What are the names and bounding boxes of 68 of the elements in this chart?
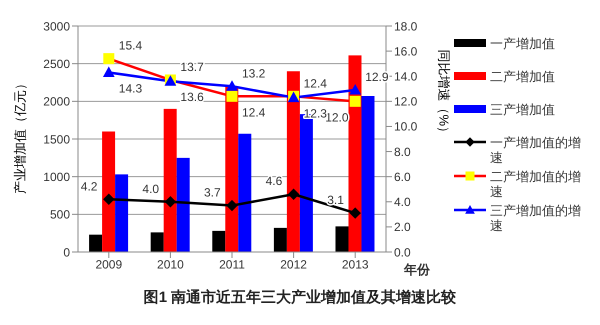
legend-label: 三产增加值的增速 — [490, 203, 582, 233]
x-axis-title: 年份 — [403, 262, 431, 277]
data-label: 3.7 — [204, 186, 222, 200]
y-tick-label: 3000 — [43, 19, 70, 34]
bar — [274, 228, 287, 252]
y2-tick-label: 16.0 — [394, 44, 418, 58]
y2-tick-label: 4.0 — [394, 195, 412, 210]
legend-label: 一产增加值的增速 — [490, 135, 582, 165]
point — [350, 84, 361, 95]
point — [164, 196, 176, 208]
point — [350, 96, 361, 107]
point — [103, 66, 114, 77]
y2-tick-label: 18.0 — [394, 19, 418, 34]
y-axis-title: 产业增加值（亿元） — [12, 77, 28, 194]
legend-label: 二产增加值 — [490, 69, 555, 84]
x-tick-label: 2012 — [280, 258, 308, 272]
bar — [176, 158, 190, 252]
x-tick-label: 2013 — [342, 258, 369, 272]
y2-tick-label: 12.0 — [394, 94, 418, 109]
bar — [164, 108, 177, 252]
y2-tick-label: 14.0 — [394, 69, 418, 84]
bar — [102, 131, 116, 252]
point — [103, 194, 114, 205]
bar — [335, 226, 348, 252]
y-tick-label: 2500 — [43, 56, 70, 71]
point — [288, 188, 300, 200]
bar — [115, 174, 128, 252]
point — [226, 200, 238, 212]
data-label: 13.7 — [180, 60, 204, 74]
data-label: 15.4 — [118, 38, 142, 53]
y2-axis-title: 同比增速（%） — [436, 49, 452, 139]
bar — [361, 96, 374, 252]
y-tick-label: 500 — [50, 208, 70, 222]
text: 图1 南通市近五年三大产业增加值及其增速比较 — [142, 288, 458, 307]
y-tick-label: 2000 — [43, 94, 70, 109]
bar — [238, 134, 252, 252]
x-tick-label: 2011 — [219, 258, 246, 272]
y2-tick-label: 8.0 — [394, 144, 412, 159]
y2-tick-label: 2.0 — [394, 220, 412, 234]
point — [103, 53, 114, 64]
data-label: 14.3 — [118, 81, 142, 96]
y-tick-label: 1500 — [43, 132, 70, 146]
data-label: 4.2 — [80, 179, 98, 194]
data-label: 12.3 — [304, 106, 328, 121]
data-label: 13.6 — [180, 90, 204, 104]
point — [226, 90, 238, 102]
y-tick-label: 0 — [63, 245, 70, 260]
data-label: 4.0 — [142, 182, 160, 196]
data-label: 3.1 — [327, 193, 344, 208]
data-label: 12.4 — [304, 76, 328, 90]
bar — [150, 232, 164, 252]
x-tick-label: 2009 — [95, 258, 122, 272]
point — [226, 80, 238, 91]
legend-label: 一产增加值 — [490, 36, 555, 51]
y2-tick-label: 10.0 — [394, 120, 418, 134]
data-label: 13.2 — [242, 66, 266, 80]
y-tick-label: 1000 — [43, 170, 70, 184]
legend-label: 三产增加值 — [490, 102, 555, 117]
data-label: 12.0 — [325, 110, 349, 124]
x-tick-label: 2010 — [157, 258, 184, 272]
bar — [212, 230, 226, 252]
y2-tick-label: 0.0 — [394, 245, 412, 260]
y2-tick-label: 6.0 — [394, 170, 412, 184]
bar — [89, 234, 102, 252]
data-label: 12.4 — [242, 105, 266, 120]
data-label: 4.6 — [266, 174, 283, 188]
point — [350, 208, 361, 219]
legend-label: 二产增加值的增速 — [490, 169, 582, 199]
